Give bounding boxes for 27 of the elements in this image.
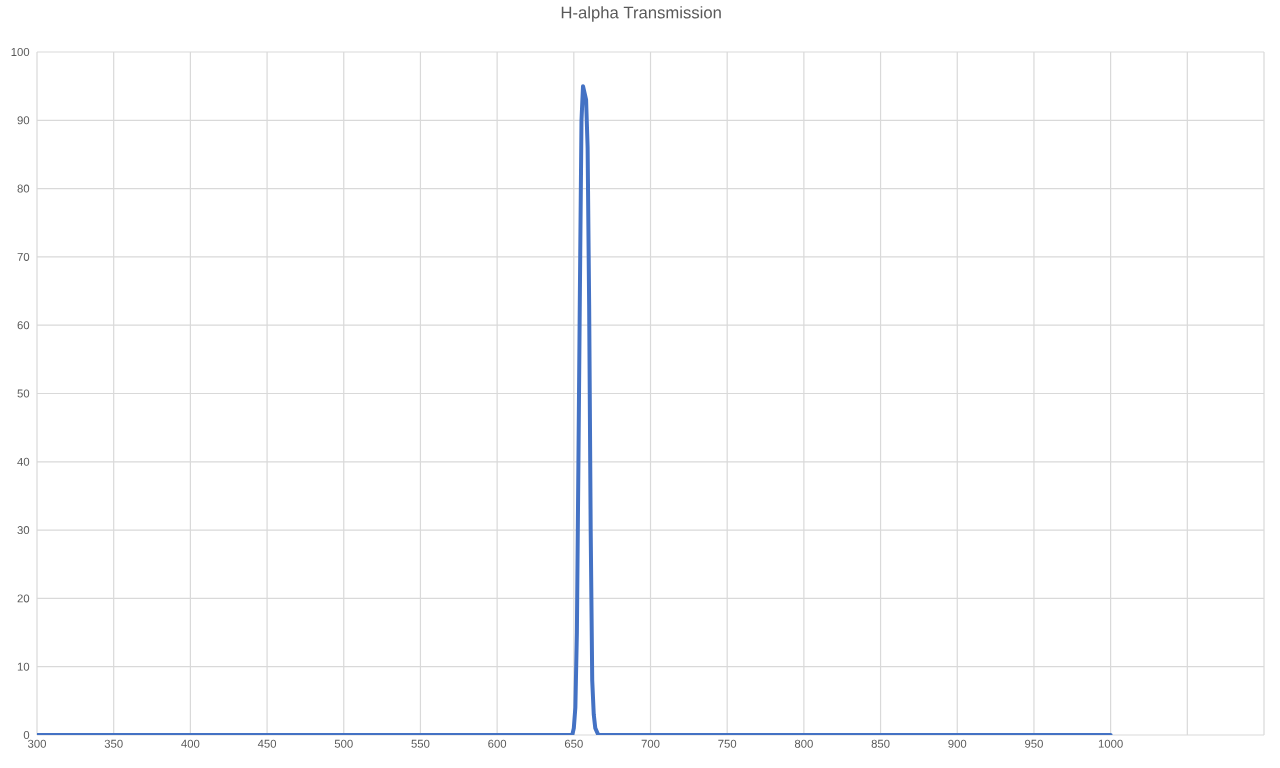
y-tick-label: 60 [17,321,30,330]
y-tick-label: 40 [17,457,30,466]
x-tick-label: 800 [794,739,813,748]
x-tick-label: 400 [181,739,200,748]
x-tick-label: 450 [257,739,277,748]
x-tick-label: 300 [27,739,47,748]
chart-title: H-alpha Transmission [561,6,721,22]
y-tick-label: 90 [17,116,30,125]
y-tick-label: 70 [17,252,30,261]
y-tick-label: 50 [17,389,30,398]
x-tick-label: 950 [1025,739,1043,748]
x-tick-label: 600 [488,739,507,748]
y-tick-label: 30 [17,526,30,535]
y-tick-label: 20 [17,594,30,603]
y-tick-label: 100 [11,47,30,56]
x-tick-label: 500 [334,739,353,748]
x-tick-label: 700 [641,739,660,748]
y-tick-label: 0 [23,731,30,740]
x-tick-label: 550 [411,739,430,748]
x-tick-label: 900 [948,739,967,748]
x-tick-label: 750 [718,739,737,748]
x-tick-label: 1000 [1098,739,1123,748]
x-tick-label: 650 [564,739,583,748]
y-tick-label: 10 [17,662,30,671]
y-tick-label: 80 [17,184,30,193]
x-tick-label: 850 [871,739,890,748]
x-tick-label: 350 [104,739,123,748]
